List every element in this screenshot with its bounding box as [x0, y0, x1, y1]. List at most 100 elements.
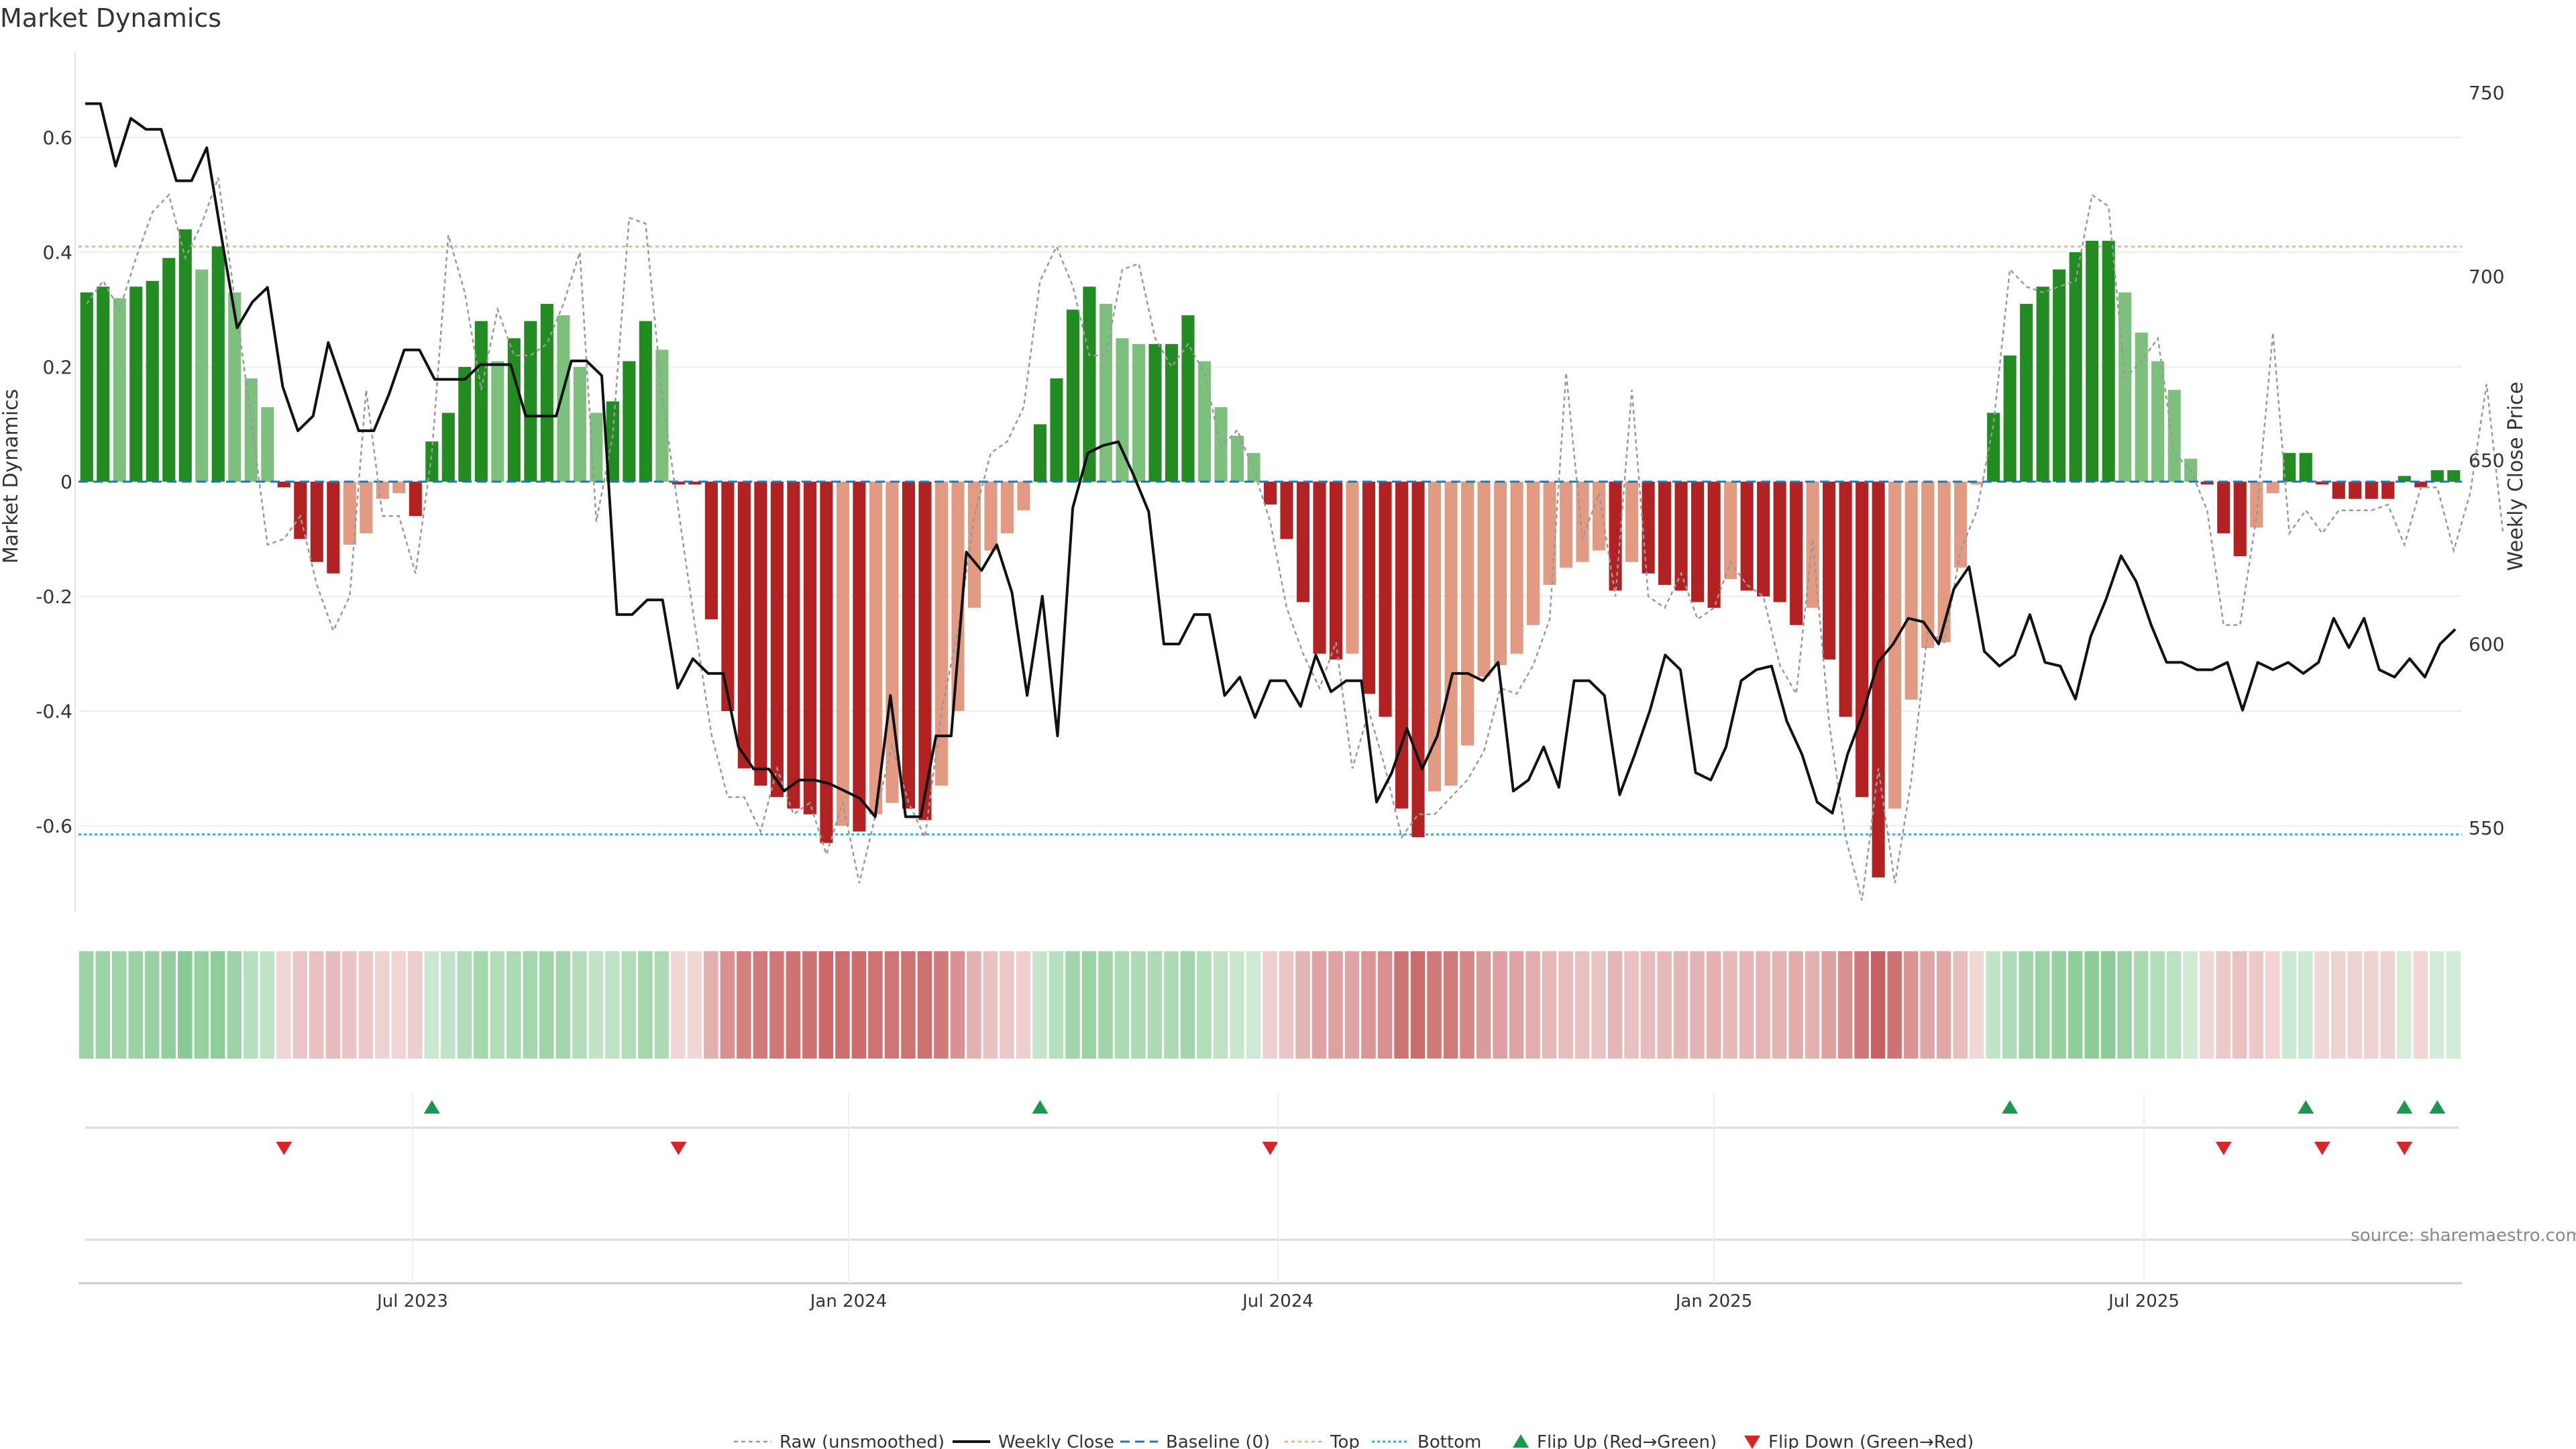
dynamics-bar: [1099, 303, 1113, 482]
dynamics-bar: [1395, 482, 1409, 809]
heat-cell: [523, 951, 538, 1059]
heat-cell: [2363, 951, 2379, 1059]
heat-cell: [2347, 951, 2362, 1059]
heat-cell: [1295, 951, 1310, 1059]
y-tick-label: 0.2: [42, 356, 72, 378]
heat-cell: [572, 951, 587, 1059]
heat-cell: [1936, 951, 1951, 1059]
heat-cell: [309, 951, 324, 1059]
heat-cell: [2019, 951, 2033, 1059]
heat-cell: [391, 951, 407, 1059]
dynamics-bar: [1856, 482, 1869, 798]
dynamics-bar: [1970, 482, 1984, 485]
flip-up-marker: [2396, 1100, 2413, 1114]
heat-cell: [260, 951, 275, 1059]
dynamics-bar: [1921, 482, 1935, 648]
heat-cell: [161, 951, 176, 1059]
dynamics-bar: [178, 229, 192, 482]
heat-cell: [424, 951, 439, 1059]
heat-cell: [2429, 951, 2445, 1059]
heat-cell: [276, 951, 291, 1059]
heat-cell: [79, 951, 94, 1059]
heat-cell: [2166, 951, 2182, 1059]
dynamics-bar: [1379, 482, 1392, 717]
dynamics-bar: [441, 413, 455, 482]
heat-cell: [1032, 951, 1047, 1059]
heat-cell: [1164, 951, 1179, 1059]
heat-cell: [2298, 951, 2313, 1059]
dynamics-bar: [310, 482, 323, 562]
dynamics-bar: [1658, 482, 1672, 585]
dynamics-bar: [1428, 482, 1442, 792]
heat-cell: [1180, 951, 1195, 1059]
heat-cell: [1837, 951, 1853, 1059]
dynamics-bar: [2200, 482, 2214, 485]
heat-cell: [555, 951, 571, 1059]
heat-cell: [588, 951, 604, 1059]
y2-tick-label: 550: [2469, 817, 2504, 839]
heat-cell: [950, 951, 965, 1059]
heat-cell: [654, 951, 669, 1059]
heat-cell: [506, 951, 521, 1059]
dynamics-bar: [1181, 315, 1195, 482]
dynamics-bar: [1296, 482, 1310, 602]
dynamics-bar: [2102, 240, 2115, 482]
dynamics-bar: [1460, 482, 1474, 746]
heat-cell: [1311, 951, 1327, 1059]
dynamics-bar: [425, 441, 439, 482]
heat-cell: [408, 951, 423, 1059]
heat-cell: [1509, 951, 1524, 1059]
dynamics-bar: [1740, 482, 1754, 591]
dynamics-bar: [1132, 343, 1146, 482]
dynamics-bar: [360, 482, 373, 533]
dynamics-bar: [1050, 378, 1063, 482]
dynamics-bar: [80, 292, 93, 482]
heat-cell: [1574, 951, 1590, 1059]
dynamics-bar: [1346, 482, 1359, 654]
dynamics-bar: [1823, 482, 1836, 660]
dynamics-bar: [1148, 343, 1162, 482]
heat-cell: [1065, 951, 1080, 1059]
heat-cell: [704, 951, 718, 1059]
heat-cell: [1263, 951, 1277, 1059]
dynamics-bar: [2398, 476, 2411, 482]
y-axis-label: Market Dynamics: [0, 389, 23, 564]
heat-cell: [868, 951, 883, 1059]
dynamics-bar: [162, 258, 176, 482]
dynamics-bar: [2118, 292, 2132, 482]
heat-cell: [1344, 951, 1360, 1059]
dynamics-bar: [623, 361, 636, 482]
x-tick-label: Jul 2024: [1241, 1291, 1313, 1311]
heat-cell: [2413, 951, 2428, 1059]
flip-down-marker: [1262, 1142, 1279, 1155]
dynamics-bar: [1987, 413, 2000, 482]
dynamics-bar: [507, 338, 521, 482]
heat-cell: [1706, 951, 1721, 1059]
dynamics-bar: [836, 482, 849, 826]
dynamics-bar: [1329, 482, 1343, 660]
heat-cell: [1525, 951, 1540, 1059]
heat-cell: [457, 951, 472, 1059]
dynamics-bar: [113, 298, 126, 482]
heat-cell: [769, 951, 784, 1059]
y-tick-label: 0.6: [42, 127, 72, 149]
dynamics-bar: [524, 321, 537, 482]
dynamics-bar: [1790, 482, 1803, 625]
series-lines: [85, 102, 2504, 901]
heat-strip: [79, 951, 2461, 1059]
heat-cell: [178, 951, 193, 1059]
heat-cell: [1969, 951, 1984, 1059]
heat-cell: [194, 951, 209, 1059]
y-tick-label: -0.6: [36, 815, 72, 837]
heat-cell: [1443, 951, 1458, 1059]
dynamics-bar: [655, 350, 669, 482]
heat-cell: [1690, 951, 1705, 1059]
heat-cell: [1821, 951, 1836, 1059]
dynamics-bar: [491, 361, 504, 482]
legend-label: Flip Up (Red→Green): [1537, 1432, 1717, 1449]
heat-cell: [2051, 951, 2066, 1059]
y-tick-label: -0.4: [36, 700, 72, 722]
heat-cell: [671, 951, 686, 1059]
dynamics-bar: [1083, 286, 1096, 482]
